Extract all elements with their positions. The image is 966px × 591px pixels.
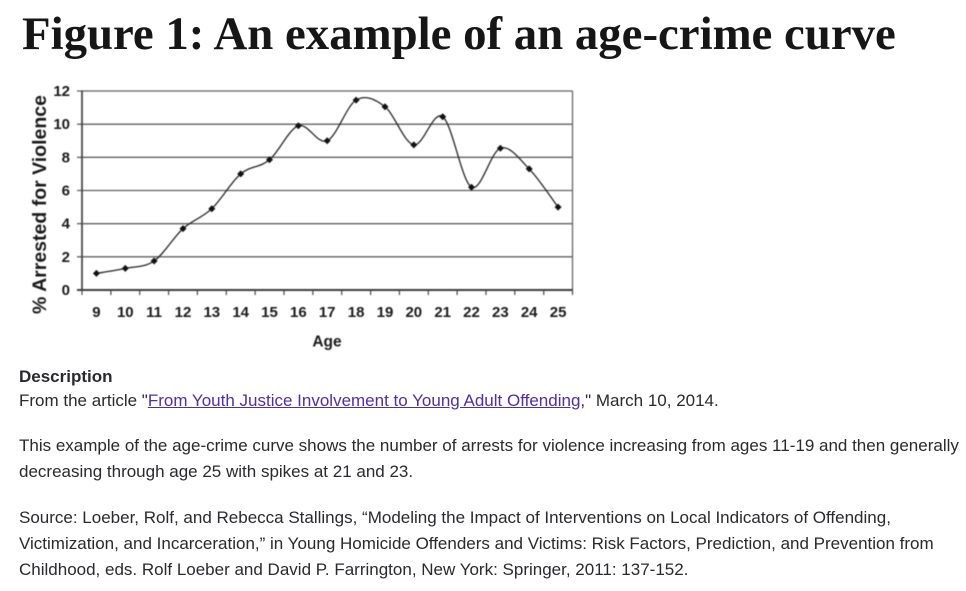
- svg-text:Age: Age: [312, 334, 342, 351]
- svg-text:6: 6: [62, 183, 70, 200]
- svg-text:10: 10: [117, 304, 134, 321]
- svg-text:14: 14: [232, 304, 249, 321]
- svg-text:% Arrested for Violence: % Arrested for Violence: [29, 95, 51, 314]
- svg-text:23: 23: [492, 304, 509, 321]
- svg-text:9: 9: [92, 304, 100, 321]
- svg-text:15: 15: [261, 304, 278, 321]
- svg-text:11: 11: [146, 304, 162, 321]
- svg-text:16: 16: [290, 304, 307, 321]
- svg-text:21: 21: [434, 304, 451, 321]
- svg-text:17: 17: [319, 304, 336, 321]
- svg-text:8: 8: [62, 149, 70, 166]
- svg-text:22: 22: [463, 304, 480, 321]
- svg-text:12: 12: [53, 83, 70, 100]
- svg-text:2: 2: [62, 249, 70, 266]
- svg-text:10: 10: [53, 116, 70, 133]
- svg-text:25: 25: [550, 304, 567, 321]
- svg-text:12: 12: [175, 304, 192, 321]
- svg-text:20: 20: [405, 304, 422, 321]
- svg-text:19: 19: [377, 304, 394, 321]
- svg-text:0: 0: [62, 282, 70, 299]
- svg-text:13: 13: [203, 304, 220, 321]
- svg-text:24: 24: [521, 304, 538, 321]
- svg-text:18: 18: [348, 304, 365, 321]
- svg-text:4: 4: [62, 216, 71, 233]
